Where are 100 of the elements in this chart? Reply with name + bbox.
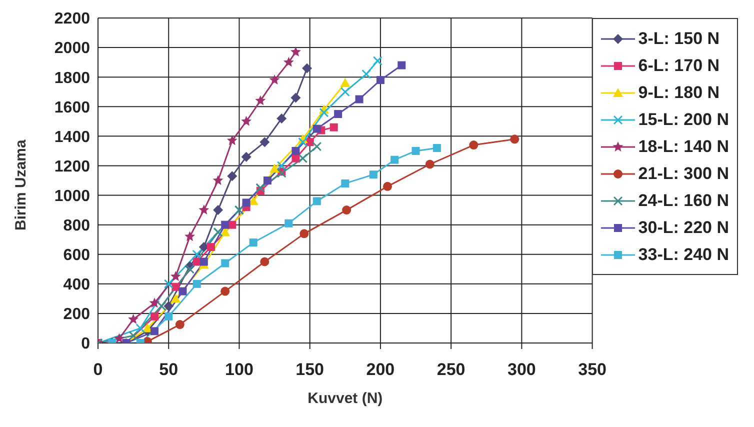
point xyxy=(200,258,208,266)
legend-label: 15-L: 200 N xyxy=(638,109,729,131)
point xyxy=(341,179,350,188)
point xyxy=(300,229,309,238)
point xyxy=(276,113,287,124)
x-tick-label: 0 xyxy=(93,360,103,380)
y-tick-label: 200 xyxy=(63,306,90,324)
x-axis-title: Kuvvet (N) xyxy=(308,390,383,407)
point xyxy=(330,123,338,132)
y-tick-label: 2200 xyxy=(54,10,90,28)
point xyxy=(227,171,238,182)
point xyxy=(432,144,441,152)
legend-label: 9-L: 180 N xyxy=(638,82,720,104)
legend-label: 6-L: 170 N xyxy=(638,55,720,77)
legend-label: 24-L: 160 N xyxy=(638,190,729,212)
point xyxy=(172,282,180,291)
point xyxy=(398,61,406,70)
point xyxy=(340,78,350,87)
x-tick-label: 350 xyxy=(578,360,606,380)
point xyxy=(150,312,158,320)
point xyxy=(175,320,184,330)
point xyxy=(241,152,252,162)
point xyxy=(226,135,238,146)
point xyxy=(390,156,399,164)
point xyxy=(178,287,187,296)
y-tick-label: 600 xyxy=(63,247,90,264)
legend-label: 3-L: 150 N xyxy=(638,28,720,50)
point xyxy=(221,220,230,229)
point xyxy=(312,124,321,133)
point xyxy=(302,63,312,74)
point xyxy=(114,333,124,343)
point xyxy=(184,231,196,242)
point xyxy=(355,95,364,104)
point xyxy=(164,279,174,289)
point xyxy=(198,204,210,214)
point xyxy=(425,160,434,169)
point xyxy=(213,205,224,216)
point xyxy=(372,56,382,66)
point xyxy=(290,92,301,103)
point xyxy=(255,95,266,106)
point xyxy=(276,160,286,170)
point xyxy=(185,264,195,274)
point xyxy=(170,294,181,303)
point xyxy=(312,197,321,206)
point xyxy=(136,323,146,333)
point xyxy=(242,198,250,207)
x-tick-label: 200 xyxy=(366,360,395,380)
point xyxy=(170,271,181,281)
point xyxy=(164,301,174,312)
y-tick-label: 0 xyxy=(81,336,90,353)
y-tick-label: 2000 xyxy=(54,40,90,58)
point xyxy=(241,116,252,126)
point xyxy=(128,330,138,340)
point xyxy=(342,206,352,215)
legend-label: 21-L: 300 N xyxy=(638,163,729,185)
point xyxy=(149,298,160,308)
x-tick-label: 100 xyxy=(225,360,254,380)
point xyxy=(206,242,215,251)
y-tick-label: 1800 xyxy=(54,70,90,87)
point xyxy=(369,170,378,179)
point xyxy=(260,137,270,148)
point xyxy=(290,46,301,56)
legend-label: 30-L: 220 N xyxy=(638,217,729,239)
point xyxy=(292,154,300,162)
point xyxy=(469,140,478,150)
point xyxy=(312,142,322,152)
point xyxy=(412,146,420,155)
point xyxy=(383,182,392,191)
point xyxy=(269,74,280,84)
legend-label: 18-L: 140 N xyxy=(638,136,729,158)
point xyxy=(220,286,230,296)
y-tick-label: 400 xyxy=(63,276,90,294)
y-tick-label: 1600 xyxy=(54,99,90,116)
legend-label: 33-L: 240 N xyxy=(638,244,729,266)
point xyxy=(260,257,270,266)
point xyxy=(362,69,372,79)
point xyxy=(376,76,384,84)
y-tick-label: 1000 xyxy=(54,188,90,205)
x-tick-label: 300 xyxy=(507,360,536,380)
point xyxy=(270,164,280,173)
point xyxy=(340,87,350,97)
y-tick-label: 800 xyxy=(63,218,90,234)
point xyxy=(298,137,308,147)
point xyxy=(263,176,272,184)
point xyxy=(156,301,166,311)
point xyxy=(510,134,520,144)
x-tick-label: 250 xyxy=(436,360,466,380)
point xyxy=(150,327,158,336)
point xyxy=(192,250,202,260)
point xyxy=(298,154,308,164)
point xyxy=(128,314,139,324)
point xyxy=(164,312,173,320)
y-tick-label: 1400 xyxy=(54,128,90,146)
point xyxy=(334,110,342,118)
point xyxy=(249,238,258,247)
y-axis-title: Birim Uzama xyxy=(12,138,30,230)
point xyxy=(284,219,293,228)
y-tick-label: 1200 xyxy=(54,158,90,176)
x-tick-label: 150 xyxy=(296,360,324,380)
point xyxy=(283,56,294,67)
